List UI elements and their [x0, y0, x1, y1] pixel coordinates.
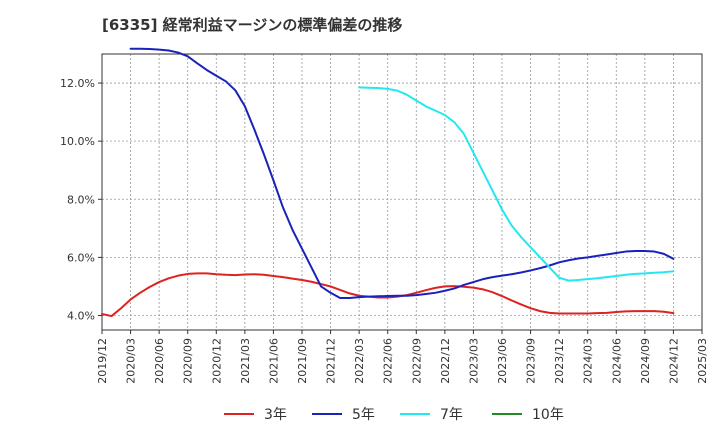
y-tick-label: 12.0% — [60, 77, 95, 90]
plot-frame — [101, 53, 703, 331]
x-tick-label: 2022/09 — [410, 338, 423, 384]
x-tick-label: 2022/03 — [353, 338, 366, 384]
x-tick-label: 2022/12 — [439, 338, 452, 384]
series-lines — [101, 47, 675, 318]
x-tick-label: 2024/03 — [582, 338, 595, 384]
x-tick-label: 2020/09 — [182, 338, 195, 384]
x-tick-label: 2021/06 — [267, 338, 280, 384]
x-tick-label: 2023/06 — [496, 338, 509, 384]
axes: 2019/12 2020/03 2020/06 2020/09 2020/12 2021/… — [60, 53, 709, 384]
x-tick-label: 2021/03 — [239, 338, 252, 384]
x-tick-label: 2021/12 — [325, 338, 338, 384]
x-tick-label: 2023/03 — [467, 338, 480, 384]
x-tick-label: 2022/06 — [382, 338, 395, 384]
y-tick-label: 8.0% — [67, 193, 95, 206]
x-tick-label: 2019/12 — [96, 338, 109, 384]
x-tick-label: 2020/06 — [153, 338, 166, 384]
x-tick-label: 2024/06 — [610, 338, 623, 384]
x-tick-label: 2020/03 — [125, 338, 138, 384]
gridlines — [102, 54, 702, 330]
x-tick-label: 2023/09 — [525, 338, 538, 384]
x-tick-label: 2021/09 — [296, 338, 309, 384]
legend-label: 5年 — [352, 407, 375, 423]
x-tick-label: 2020/12 — [210, 338, 223, 384]
legend-label: 3年 — [264, 407, 287, 423]
x-tick-label: 2024/12 — [667, 338, 680, 384]
x-tick-label: 2023/12 — [553, 338, 566, 384]
y-tick-label: 10.0% — [60, 135, 95, 148]
legend: 3年 5年 7年 10年 — [224, 407, 564, 423]
series-line-7年 — [358, 86, 675, 282]
y-tick-label: 4.0% — [67, 309, 95, 322]
series-line-5年 — [129, 47, 675, 300]
legend-label: 7年 — [440, 407, 463, 423]
y-tick-label: 6.0% — [67, 251, 95, 264]
series-line-3年 — [101, 272, 675, 318]
x-tick-label: 2024/09 — [639, 338, 652, 384]
chart-title: [6335] 経常利益マージンの標準偏差の推移 — [102, 16, 402, 34]
legend-label: 10年 — [532, 407, 564, 423]
x-tick-label: 2025/03 — [696, 338, 709, 384]
